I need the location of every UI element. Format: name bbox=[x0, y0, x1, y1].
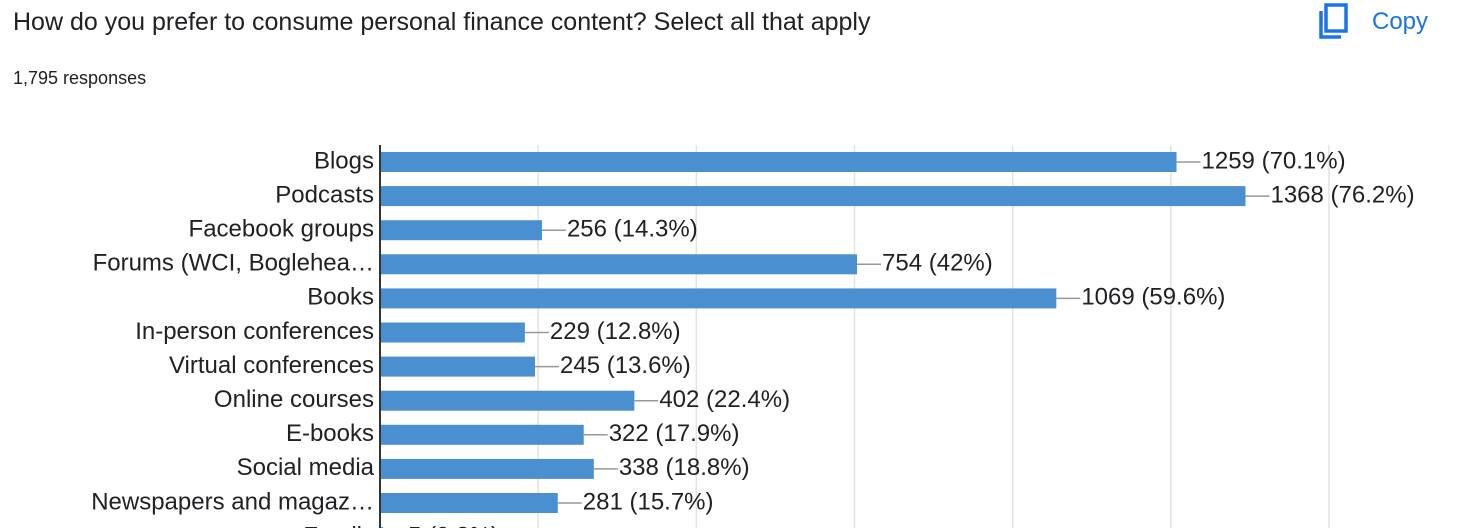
bar bbox=[380, 322, 525, 343]
bar bbox=[380, 390, 635, 411]
value-label: 1259 (70.1%) bbox=[1202, 147, 1346, 174]
response-count: 1,795 responses bbox=[13, 68, 147, 88]
bar bbox=[380, 424, 584, 445]
bar bbox=[380, 220, 542, 241]
bar bbox=[380, 458, 594, 479]
category-label: Online courses bbox=[214, 386, 374, 413]
category-label: Social media bbox=[237, 454, 375, 481]
category-label: Podcasts bbox=[275, 181, 374, 208]
copy-label[interactable]: Copy bbox=[1372, 8, 1429, 35]
category-label: Facebook groups bbox=[189, 216, 374, 243]
category-label: Blogs bbox=[314, 147, 374, 174]
value-label: 322 (17.9%) bbox=[609, 420, 740, 447]
bar bbox=[380, 493, 558, 513]
category-label: Virtual conferences bbox=[169, 352, 374, 379]
bar bbox=[380, 356, 536, 377]
copy-icon bbox=[1319, 3, 1348, 39]
value-label: 1368 (76.2%) bbox=[1270, 181, 1414, 208]
value-label: 338 (18.8%) bbox=[619, 454, 750, 481]
category-label: Forums (WCI, Boglehea… bbox=[93, 250, 374, 277]
category-label: Books bbox=[307, 284, 374, 311]
category-label: Newspapers and magaz… bbox=[91, 488, 374, 515]
value-label: 229 (12.8%) bbox=[550, 318, 681, 345]
bar bbox=[380, 288, 1057, 309]
category-label: Family bbox=[303, 522, 374, 528]
category-label: E-books bbox=[286, 420, 374, 447]
value-label: 245 (13.6%) bbox=[560, 352, 691, 379]
value-label: 281 (15.7%) bbox=[583, 488, 714, 515]
value-label: 402 (22.4%) bbox=[659, 386, 790, 413]
bar bbox=[380, 254, 858, 275]
question-title: How do you prefer to consume personal fi… bbox=[13, 8, 871, 36]
value-label: 1069 (59.6%) bbox=[1081, 284, 1225, 311]
bar bbox=[380, 186, 1246, 207]
value-label: 256 (14.3%) bbox=[567, 216, 698, 243]
copy-button[interactable]: Copy bbox=[1314, 2, 1428, 42]
bar bbox=[380, 152, 1177, 172]
value-label: 5 (0.3%) bbox=[408, 522, 499, 528]
value-label: 754 (42%) bbox=[882, 250, 993, 277]
category-label: In-person conferences bbox=[135, 318, 374, 345]
